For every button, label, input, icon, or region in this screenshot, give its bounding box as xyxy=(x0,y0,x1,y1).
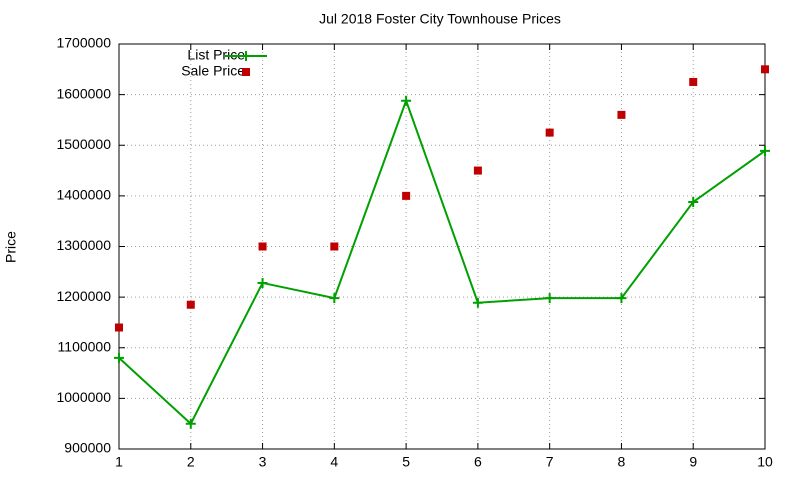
y-tick-label: 1600000 xyxy=(56,85,111,101)
legend-marker xyxy=(242,68,250,76)
point xyxy=(114,352,124,363)
point xyxy=(401,95,412,106)
legend-label: List Price xyxy=(187,47,245,63)
y-tick-label: 1200000 xyxy=(56,288,111,304)
y-axis-label: Price xyxy=(3,231,19,263)
point xyxy=(258,242,267,251)
x-tick-label: 1 xyxy=(115,454,123,470)
point xyxy=(330,242,339,251)
point xyxy=(760,145,770,156)
point xyxy=(186,300,195,309)
point xyxy=(616,293,627,304)
y-tick-label: 1700000 xyxy=(56,35,111,51)
y-tick-label: 1400000 xyxy=(56,187,111,203)
point xyxy=(545,128,554,137)
point xyxy=(329,293,340,304)
legend-label: Sale Price xyxy=(181,63,245,79)
point xyxy=(402,191,411,200)
point xyxy=(472,297,483,308)
point xyxy=(617,110,626,119)
y-tick-label: 1100000 xyxy=(58,338,112,354)
x-tick-label: 9 xyxy=(689,454,697,470)
point xyxy=(689,77,698,86)
point xyxy=(257,277,268,288)
point xyxy=(473,166,482,175)
x-tick-label: 3 xyxy=(259,454,267,470)
x-tick-label: 10 xyxy=(757,454,773,470)
point xyxy=(544,293,555,304)
x-tick-label: 6 xyxy=(474,454,482,470)
x-tick-label: 2 xyxy=(187,454,195,470)
point xyxy=(688,196,699,207)
chart-title: Jul 2018 Foster City Townhouse Prices xyxy=(319,11,561,27)
point xyxy=(761,65,769,74)
x-tick-label: 5 xyxy=(402,454,410,470)
legend-marker xyxy=(241,51,251,61)
line xyxy=(118,97,766,426)
point xyxy=(115,323,123,332)
x-tick-label: 7 xyxy=(546,454,554,470)
y-tick-label: 1000000 xyxy=(56,389,111,405)
x-tick-label: 8 xyxy=(618,454,626,470)
plot-frame xyxy=(118,43,766,450)
x-tick-label: 4 xyxy=(330,454,338,470)
y-tick-label: 1500000 xyxy=(56,136,111,152)
y-tick-label: 900000 xyxy=(64,440,111,456)
point xyxy=(185,418,196,429)
y-tick-label: 1300000 xyxy=(56,237,111,253)
